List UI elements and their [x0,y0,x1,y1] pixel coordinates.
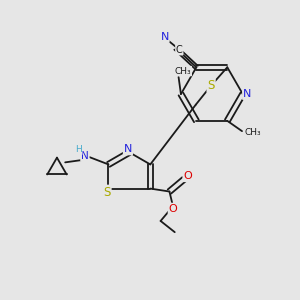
Text: O: O [183,171,192,181]
Text: O: O [169,204,177,214]
Text: N: N [160,32,169,42]
Text: CH₃: CH₃ [175,67,191,76]
Text: N: N [243,89,251,99]
Text: N: N [124,144,132,154]
Text: N: N [81,151,89,160]
Text: H: H [75,145,82,154]
Text: S: S [103,186,111,199]
Text: C: C [176,45,183,55]
Text: CH₃: CH₃ [244,128,261,137]
Text: S: S [207,79,215,92]
